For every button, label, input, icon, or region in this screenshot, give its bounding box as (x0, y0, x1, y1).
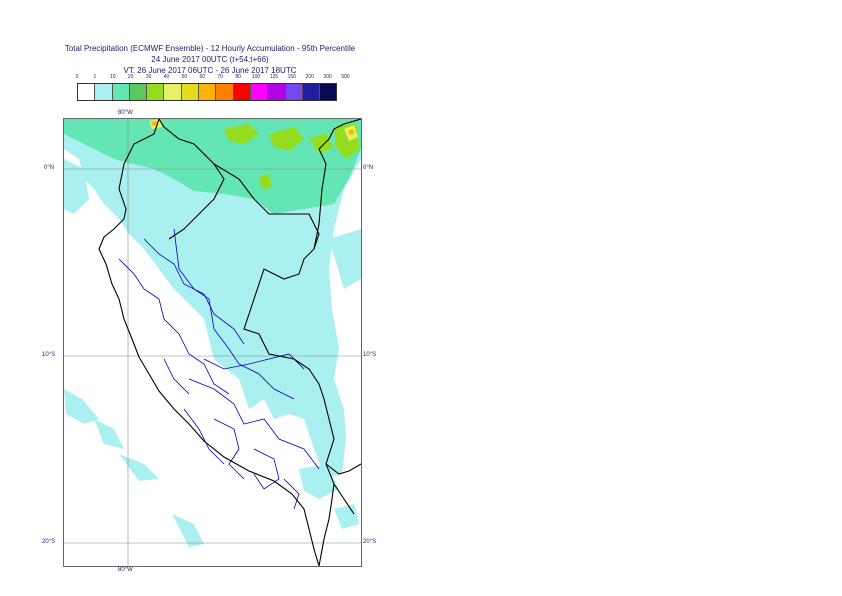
coastline (98, 119, 361, 566)
lat-label-10-left: 10°S (42, 352, 56, 358)
precip-orange (151, 121, 354, 135)
legend-tick-label: 20 (127, 74, 134, 80)
lat-label-0-right: 0°N (363, 165, 374, 171)
legend-swatch (129, 84, 148, 100)
map-svg (64, 119, 361, 566)
legend-swatch (164, 84, 182, 100)
legend-swatch (199, 84, 217, 100)
graticule (64, 119, 361, 566)
lon-label-bottom: 80°W (118, 567, 133, 573)
legend-swatch (78, 84, 96, 100)
legend-tick-label: 0 (75, 74, 79, 80)
lat-label-20-left: 20°S (42, 539, 56, 545)
legend-tick-label: 500 (341, 74, 350, 80)
legend-swatch (302, 84, 321, 100)
chart-title-line3: VT: 26 June 2017 06UTC - 26 June 2017 18… (123, 66, 297, 75)
legend-tick-label: 1 (93, 74, 97, 80)
lat-label-20-right: 20°S (363, 539, 377, 545)
lon-label-top-outer: 80°W (118, 110, 133, 116)
legend-tick-label: 10 (110, 74, 116, 80)
region-borders (118, 228, 320, 510)
legend-swatch (112, 84, 130, 100)
legend-swatch (216, 84, 234, 100)
legend-swatch (285, 84, 303, 100)
legend-tick-label: 60 (199, 74, 206, 80)
legend-tick-label: 300 (323, 74, 332, 80)
legend-tick-label: 70 (217, 74, 223, 80)
precipitation-map: 80°W (63, 118, 362, 567)
legend-swatch (268, 84, 286, 100)
legend-swatch (233, 84, 251, 100)
legend-tick-label: 125 (269, 74, 279, 80)
lat-label-0-left: 0°N (44, 165, 55, 171)
chart-title-line2: 24 June 2017 00UTC (t+54,t+66) (151, 55, 269, 64)
legend-tick-label: 80 (235, 74, 241, 80)
precip-green (224, 123, 360, 189)
legend-swatch (181, 84, 200, 100)
legend-swatch (147, 84, 165, 100)
chart-title-line1: Total Precipitation (ECMWF Ensemble) - 1… (64, 44, 356, 53)
legend-swatch (320, 84, 337, 100)
legend-tick-label: 150 (287, 74, 296, 80)
legend-swatches (77, 83, 338, 101)
legend-swatch (95, 84, 113, 100)
legend-tick-label: 40 (163, 74, 170, 80)
legend-tick-label: 30 (145, 74, 152, 80)
legend-swatch (250, 84, 269, 100)
legend-tick-label: 50 (181, 74, 188, 80)
legend-tick-label: 200 (305, 74, 314, 80)
legend-tick-label: 100 (251, 74, 261, 80)
lat-label-10-right: 10°S (363, 352, 377, 358)
